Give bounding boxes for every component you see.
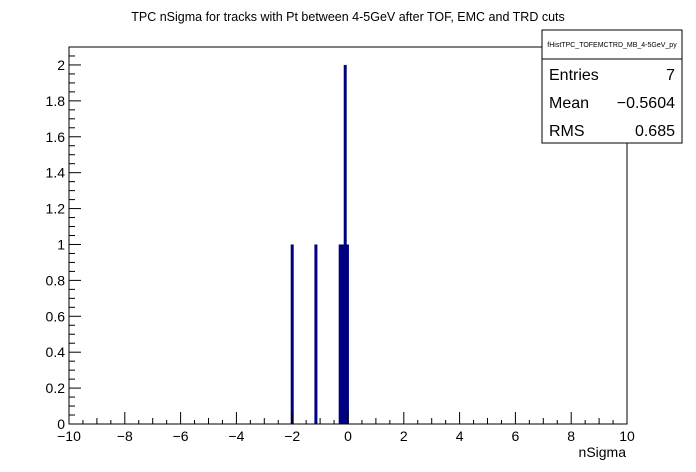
x-tick-label: 6 (512, 428, 520, 444)
x-axis-label: nSigma (579, 444, 627, 460)
x-tick-label: 4 (456, 428, 464, 444)
x-tick-label: −2 (284, 428, 300, 444)
x-tick-label: 0 (344, 428, 352, 444)
bar-0 (290, 244, 294, 424)
y-tick-label: 0.6 (46, 308, 66, 324)
stats-mean-label: Mean (549, 95, 589, 112)
x-tick-label: −6 (173, 428, 189, 444)
x-tick-label: 2 (400, 428, 408, 444)
bar-5 (345, 244, 349, 424)
stats-entries-label: Entries (549, 67, 599, 84)
stats-box: fHistTPC_TOFEMCTRD_MB_4-5GeV_py Entries … (541, 29, 683, 144)
y-tick-label: 0.8 (46, 272, 66, 288)
stats-rms-label: RMS (549, 123, 585, 140)
chart-title: TPC nSigma for tracks with Pt between 4-… (131, 10, 565, 24)
y-tick-label: 1.8 (46, 93, 66, 109)
bar-1 (314, 244, 318, 424)
y-axis-ticks: 0 0.2 0.4 0.6 0.8 1 1.2 1.4 1.6 1.8 2 (46, 46, 81, 432)
y-tick-label: 1.2 (46, 201, 66, 217)
y-tick-label: 0.4 (46, 344, 66, 360)
y-tick-label: 1 (57, 236, 65, 252)
bar-2 (338, 244, 342, 424)
y-tick-label: 0.2 (46, 380, 66, 396)
x-tick-label: −10 (57, 428, 81, 444)
x-axis-ticks: −10 −8 −6 −4 −2 0 2 4 6 8 10 (57, 412, 635, 444)
x-tick-label: 10 (619, 428, 635, 444)
x-tick-label: 8 (567, 428, 575, 444)
x-tick-label: −8 (117, 428, 133, 444)
bars-group (290, 64, 349, 424)
stats-histogram-name: fHistTPC_TOFEMCTRD_MB_4-5GeV_py (547, 42, 677, 49)
y-tick-label: 0 (57, 416, 65, 432)
stats-entries-value: 7 (666, 67, 675, 84)
bar-3 (341, 244, 345, 424)
stats-rms-value: 0.685 (635, 123, 675, 140)
x-tick-label: −4 (228, 428, 244, 444)
y-tick-label: 1.6 (46, 129, 66, 145)
y-tick-label: 1.4 (46, 165, 66, 181)
bar-4 (343, 64, 347, 424)
y-tick-label: 2 (57, 57, 65, 73)
stats-mean-value: −0.5604 (617, 95, 675, 112)
plot-frame (68, 46, 628, 425)
